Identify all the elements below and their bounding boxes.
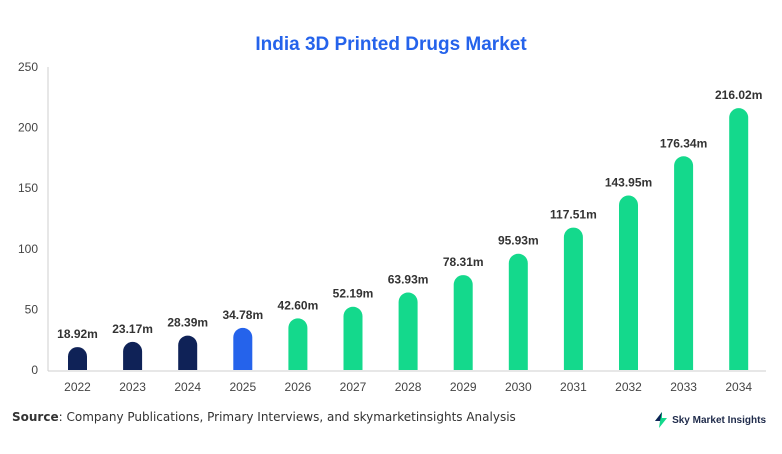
data-labels-group: 18.92m 23.17m 28.39m 34.78m 42.60m 52.19m 63.9…: [57, 88, 762, 341]
y-tick-label: 250: [18, 60, 38, 74]
brand-name: Sky Market Insights: [672, 414, 766, 426]
bar-2026: [288, 318, 308, 370]
data-label-2032: 143.95m: [605, 176, 652, 190]
y-tick-label: 100: [18, 242, 38, 256]
x-tick-label: 2030: [505, 380, 532, 394]
source-label: Source: [12, 410, 59, 424]
data-label-2024: 28.39m: [167, 316, 208, 330]
data-label-2033: 176.34m: [660, 136, 707, 150]
source-note: Source: Company Publications, Primary In…: [12, 410, 516, 424]
y-tick-label: 200: [18, 121, 38, 135]
x-tick-label: 2033: [670, 380, 697, 394]
y-axis: 0 50 100 150 200 250: [18, 60, 49, 377]
data-label-2028: 63.93m: [388, 273, 429, 287]
x-tick-label: 2025: [229, 380, 256, 394]
bar-2023: [123, 341, 143, 370]
x-tick-label: 2029: [450, 380, 477, 394]
bars-group: [68, 108, 749, 370]
x-tick-label: 2028: [395, 380, 422, 394]
data-label-2029: 78.31m: [443, 255, 484, 269]
bar-2022: [68, 347, 87, 370]
source-text: : Company Publications, Primary Intervie…: [58, 410, 516, 424]
y-tick-label: 150: [18, 181, 38, 195]
data-label-2026: 42.60m: [278, 298, 319, 312]
lightning-bolt-icon: [655, 412, 668, 428]
bar-2033: [674, 156, 694, 370]
bar-2029: [453, 275, 473, 370]
bar-2032: [619, 195, 638, 370]
x-tick-label: 2026: [285, 380, 312, 394]
bar-2024: [178, 335, 198, 370]
bar-2027: [343, 306, 363, 370]
data-label-2022: 18.92m: [57, 327, 98, 341]
x-axis: 2022 2023 2024 2025 2026 2027 2028 2029 2030 2031…: [48, 370, 766, 394]
data-label-2031: 117.51m: [550, 208, 597, 222]
data-label-2030: 95.93m: [498, 234, 539, 248]
bar-2031: [563, 227, 583, 370]
x-tick-label: 2027: [340, 380, 367, 394]
y-tick-label: 0: [31, 363, 38, 377]
bar-2034: [729, 108, 749, 370]
data-label-2023: 23.17m: [112, 322, 153, 336]
bar-2030: [508, 253, 528, 370]
chart-title: India 3D Printed Drugs Market: [255, 34, 527, 55]
x-tick-label: 2024: [174, 380, 201, 394]
data-label-2027: 52.19m: [333, 287, 374, 301]
bar-2028: [398, 292, 418, 370]
bar-2025: [233, 327, 253, 370]
data-label-2025: 34.78m: [222, 308, 263, 322]
x-tick-label: 2031: [560, 380, 587, 394]
brand-logo: Sky Market Insights: [654, 412, 766, 428]
data-label-2034: 216.02m: [715, 88, 762, 102]
x-tick-label: 2034: [725, 380, 752, 394]
y-tick-label: 50: [25, 302, 39, 316]
x-tick-label: 2022: [64, 380, 91, 394]
x-tick-label: 2032: [615, 380, 642, 394]
x-tick-label: 2023: [119, 380, 146, 394]
